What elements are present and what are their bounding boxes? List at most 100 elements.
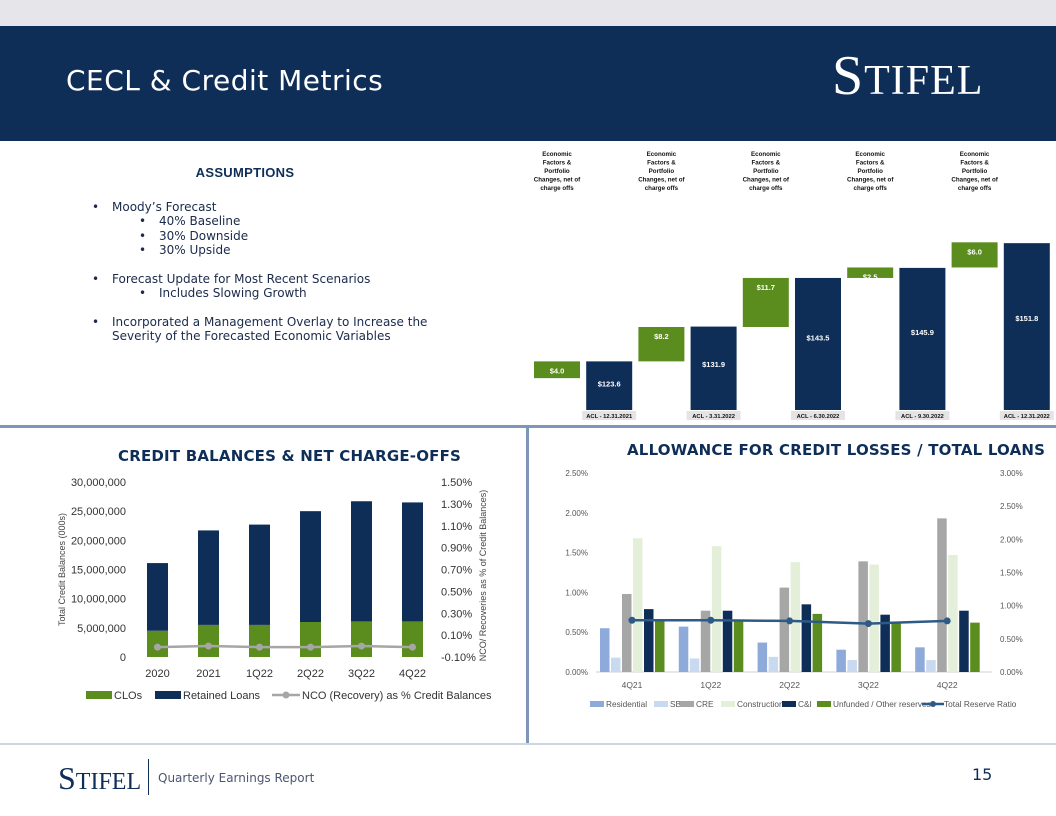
credit-ytick-label: 0 bbox=[120, 652, 126, 664]
acl-y2tick-label: 1.00% bbox=[1000, 602, 1023, 611]
waterfall-header-text: Changes, net of bbox=[951, 177, 998, 184]
acl-y2tick-label: 2.50% bbox=[1000, 502, 1023, 511]
credit-y2tick-label: 0.50% bbox=[441, 586, 472, 598]
acl-ytick-label: 0.50% bbox=[565, 628, 588, 637]
waterfall-header-text: Economic bbox=[960, 151, 990, 158]
credit-xtick-label: 4Q22 bbox=[399, 668, 426, 680]
acl-bar bbox=[970, 622, 980, 672]
waterfall-total-bar bbox=[795, 277, 841, 410]
credit-nco-point bbox=[205, 642, 212, 650]
waterfall-total-label: $131.9 bbox=[702, 360, 725, 369]
acl-legend-label: C&I bbox=[798, 699, 812, 709]
credit-retained-bar bbox=[249, 524, 270, 625]
waterfall-change-bar bbox=[847, 267, 894, 278]
credit-clo-bar bbox=[351, 621, 372, 657]
legend-nco-marker bbox=[282, 691, 290, 699]
waterfall-period-bg bbox=[999, 411, 1054, 420]
acl-total-point bbox=[864, 620, 872, 628]
credit-y2label: NCO/ Recoveries as % of Credit Balances) bbox=[478, 490, 488, 662]
credit-nco-point bbox=[154, 643, 161, 651]
waterfall-total-label: $143.5 bbox=[807, 333, 830, 342]
waterfall-change-label: $2.5 bbox=[863, 272, 878, 281]
credit-y2tick-label: 1.30% bbox=[441, 499, 472, 511]
acl-total-point bbox=[786, 617, 794, 625]
acl-legend-swatch bbox=[721, 701, 735, 707]
waterfall-header-text: Portfolio bbox=[857, 168, 883, 175]
credit-xtick-label: 2020 bbox=[145, 668, 169, 680]
credit-y2tick-label: 0.10% bbox=[441, 630, 472, 642]
acl-bar bbox=[611, 657, 621, 672]
bullet-baseline: • 40% Baseline bbox=[139, 214, 241, 228]
waterfall-change-label: $6.0 bbox=[967, 247, 982, 256]
bullet-downside: • 30% Downside bbox=[139, 229, 249, 243]
waterfall-total-bar bbox=[586, 361, 633, 410]
waterfall-period-bg bbox=[791, 411, 845, 420]
credit-balances-chart: 0 5,000,000 10,000,000 15,000,000 20,000,000… bbox=[57, 477, 492, 702]
waterfall-total-bar bbox=[899, 267, 946, 410]
waterfall-period-bg bbox=[686, 411, 741, 420]
acl-bar bbox=[733, 619, 744, 672]
acl-bar bbox=[926, 660, 936, 672]
waterfall-period-bg bbox=[895, 411, 950, 420]
acl-bar bbox=[655, 619, 665, 672]
waterfall-header-text: Factors & bbox=[752, 160, 781, 167]
acl-legend-label: Unfunded / Other reserves* bbox=[833, 699, 935, 709]
credit-y2tick-label: 0.90% bbox=[441, 543, 472, 555]
credit-clo-bar bbox=[198, 624, 219, 657]
acl-xtick-label: 2Q22 bbox=[779, 680, 800, 690]
legend-nco-label: NCO (Recovery) as % Credit Balances bbox=[302, 690, 492, 702]
acl-legend-label: SBL bbox=[670, 699, 686, 709]
credit-clo-bar bbox=[249, 624, 270, 657]
credit-retained-bar bbox=[351, 501, 372, 622]
assumptions-heading: ASSUMPTIONS bbox=[195, 165, 295, 180]
credit-balances-title: CREDIT BALANCES & NET CHARGE-OFFS bbox=[118, 447, 462, 465]
waterfall-header-text: Factors & bbox=[647, 160, 676, 167]
waterfall-change-bar bbox=[742, 277, 789, 327]
acl-y2tick-label: 0.50% bbox=[1000, 635, 1023, 644]
waterfall-total-label: $151.8 bbox=[1015, 314, 1038, 323]
waterfall-header-text: charge offs bbox=[645, 185, 679, 192]
acl-bar bbox=[722, 610, 733, 672]
acl-bar bbox=[757, 642, 768, 672]
acl-xtick-label: 3Q22 bbox=[858, 680, 879, 690]
credit-xtick-label: 1Q22 bbox=[246, 668, 273, 680]
footer-separator bbox=[148, 759, 149, 795]
acl-bar bbox=[600, 628, 610, 672]
waterfall-period-label: ACL - 6.30.2022 bbox=[797, 414, 840, 420]
credit-ytick-label: 5,000,000 bbox=[77, 623, 126, 635]
acl-y2tick-label: 3.00% bbox=[1000, 469, 1023, 478]
acl-bar bbox=[812, 613, 823, 672]
acl-ytick-label: 1.50% bbox=[565, 549, 588, 558]
waterfall-header-text: Changes, net of bbox=[847, 177, 894, 184]
allowance-chart: 0.00% 0.50% 1.00% 1.50% 2.00% 2.50% 0.00% 0.50%… bbox=[565, 469, 1023, 709]
waterfall-header-text: Economic bbox=[855, 151, 885, 158]
legend-retained-swatch bbox=[155, 691, 181, 699]
waterfall-header-text: Portfolio bbox=[544, 168, 570, 175]
legend-clos-swatch bbox=[86, 691, 112, 699]
waterfall-change-bar bbox=[951, 242, 998, 268]
waterfall-total-label: $123.6 bbox=[598, 379, 621, 388]
acl-y2tick-label: 1.50% bbox=[1000, 569, 1023, 578]
credit-nco-line bbox=[157, 644, 413, 649]
acl-legend-label: Construction bbox=[737, 699, 784, 709]
credit-y2tick-label: 0.30% bbox=[441, 608, 472, 620]
acl-bar bbox=[700, 610, 711, 672]
allowance-title: ALLOWANCE FOR CREDIT LOSSES / TOTAL LOAN… bbox=[627, 441, 1046, 459]
acl-bar bbox=[915, 647, 925, 672]
credit-ylabel: Total Credit Balances (000s) bbox=[57, 513, 67, 626]
acl-legend-swatch bbox=[654, 701, 668, 707]
acl-bar bbox=[689, 658, 700, 672]
credit-nco-point bbox=[409, 643, 416, 651]
vertical-divider bbox=[526, 425, 529, 745]
acl-xtick-label: 1Q22 bbox=[700, 680, 721, 690]
bullet-forecast-update: • Forecast Update for Most Recent Scenari… bbox=[92, 272, 371, 286]
credit-retained-bar bbox=[198, 530, 219, 625]
waterfall-period-label: ACL - 12.31.2022 bbox=[1004, 414, 1050, 420]
acl-bar bbox=[858, 561, 868, 672]
acl-bar bbox=[948, 554, 958, 672]
credit-clo-bar bbox=[402, 621, 423, 657]
credit-ytick-label: 30,000,000 bbox=[71, 477, 126, 489]
waterfall-header-text: Factors & bbox=[856, 160, 885, 167]
waterfall-header-text: Changes, net of bbox=[534, 177, 581, 184]
